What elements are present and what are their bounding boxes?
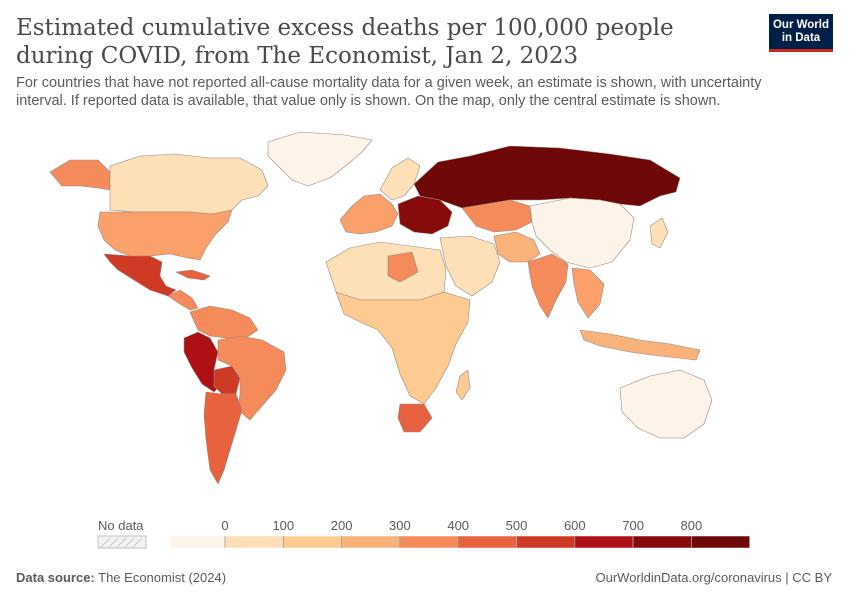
legend-swatch [691,535,750,549]
region-sub-saharan-africa[interactable] [335,291,471,405]
region-argentina[interactable] [203,391,243,485]
region-northern-south-america[interactable] [189,305,259,339]
region-scandinavia[interactable] [379,157,421,201]
chart-title: Estimated cumulative excess deaths per 1… [16,15,674,69]
region-madagascar[interactable] [455,369,471,401]
region-western-europe[interactable] [339,193,399,235]
legend-tick-label: 100 [272,518,294,533]
legend-tick-label: 400 [447,518,469,533]
region-usa[interactable] [97,209,233,261]
legend-swatch [224,535,284,549]
legend-swatch [341,535,401,549]
legend-swatch [632,535,692,549]
region-middle-east[interactable] [439,235,501,297]
region-india[interactable] [527,253,569,319]
region-australia[interactable] [619,369,713,439]
legend-no-data-hatch [99,537,143,549]
region-cuba[interactable] [175,269,211,281]
region-china[interactable] [529,197,635,269]
region-brazil[interactable] [217,335,287,421]
footer-source: Data source: The Economist (2024) [16,570,226,585]
legend-swatch [457,535,517,549]
region-alaska[interactable] [49,159,111,191]
region-iran-pakistan[interactable] [493,231,541,263]
region-central-america[interactable] [167,289,199,311]
legend-tick-label: 200 [331,518,353,533]
region-indonesia[interactable] [579,329,701,361]
region-mexico[interactable] [103,253,177,297]
legend-swatch [574,535,634,549]
region-south-africa[interactable] [397,403,433,433]
legend-tick-label: 700 [622,518,644,533]
legend-tick-label: 600 [564,518,586,533]
legend-swatch [399,535,459,549]
legend-tick-label: 500 [506,518,528,533]
legend-no-data-label: No data [98,518,144,533]
region-russia[interactable] [413,145,681,209]
world-map[interactable] [0,120,850,510]
legend-color-scale [169,535,750,549]
source-label: Data source: [16,570,95,585]
legend-tick-label: 800 [681,518,703,533]
owid-logo[interactable]: Our World in Data [769,14,833,52]
legend-swatch [283,535,342,549]
legend-tick-label: 300 [389,518,411,533]
region-canada[interactable] [109,153,269,215]
region-southeast-asia[interactable] [571,267,605,319]
footer-link[interactable]: OurWorldinData.org/coronavirus | CC BY [595,570,832,585]
logo-line-2: in Data [781,32,821,44]
map-legend: No data 0 100 200 300 400 500 600 700 800 [97,518,750,549]
region-north-africa[interactable] [325,241,447,301]
legend-swatch [516,535,576,549]
region-greenland[interactable] [267,131,373,187]
chart-subtitle: For countries that have not reported all… [16,75,762,109]
logo-line-1: Our World [772,19,829,31]
legend-swatch [169,535,226,549]
logo-accent-bar [769,49,833,52]
legend-tick-labels: 0 100 200 300 400 500 600 700 800 [221,518,702,548]
source-value[interactable]: The Economist (2024) [98,570,227,585]
region-japan[interactable] [649,217,669,249]
legend-tick-label: 0 [221,518,228,533]
region-libya[interactable] [387,251,419,283]
